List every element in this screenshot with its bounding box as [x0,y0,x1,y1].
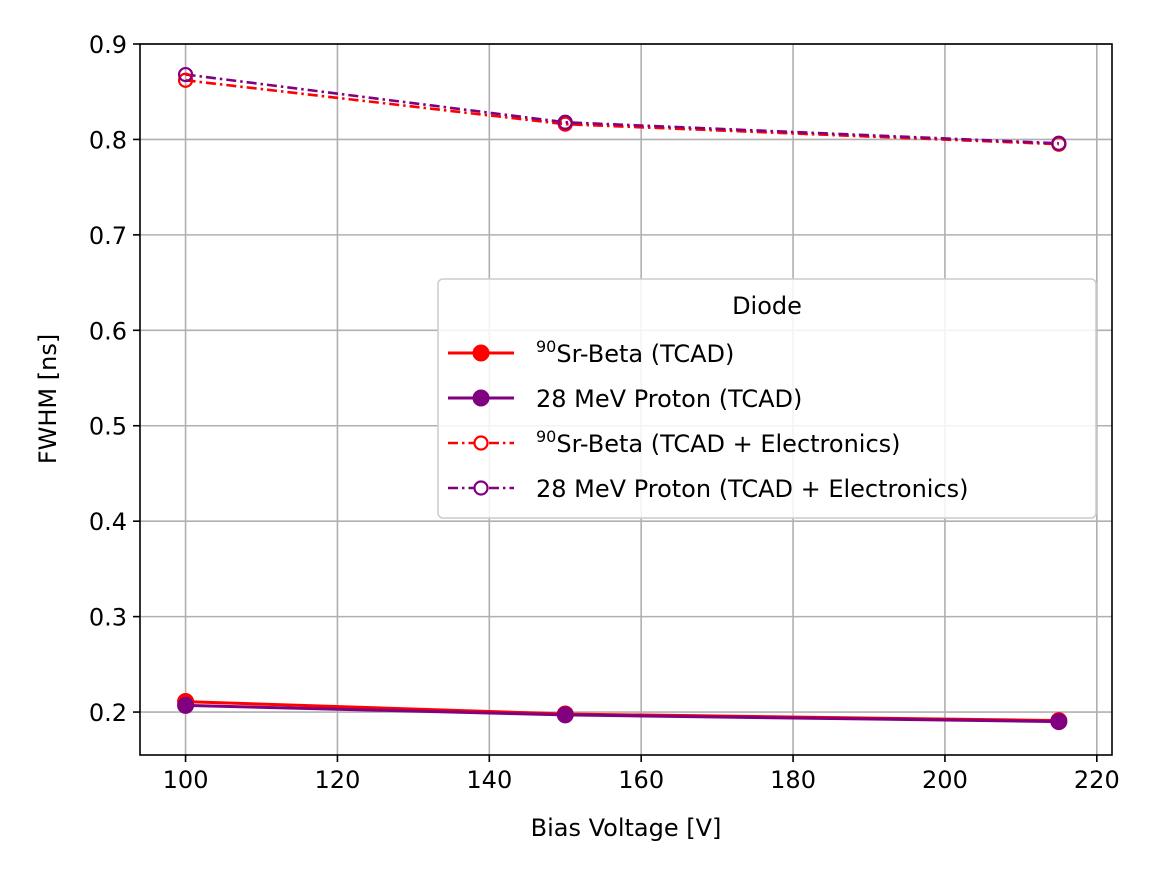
legend-entry-superscript: 90 [536,337,556,356]
data-point [177,696,195,714]
legend-entry-label: 90Sr-Beta (TCAD) [536,337,734,368]
legend-marker-swatch [472,344,490,362]
legend-entries: 90Sr-Beta (TCAD)28 MeV Proton (TCAD)90Sr… [448,337,969,503]
y-tick-label: 0.5 [89,413,127,441]
data-point [1050,713,1068,731]
legend-entry-text: Sr-Beta (TCAD + Electronics) [556,430,900,458]
x-tick-label: 200 [922,766,968,794]
y-tick-label: 0.9 [89,31,127,59]
legend-entry-text: Sr-Beta (TCAD) [556,340,734,368]
series-line-4 [185,73,1059,145]
x-tick-label: 140 [466,766,512,794]
y-tick-label: 0.8 [89,126,127,154]
y-tick-label: 0.6 [89,317,127,345]
x-tick-label: 180 [770,766,816,794]
x-tick-label: 100 [163,766,209,794]
y-axis-ticks: 0.2 0.3 0.4 0.5 0.6 0.7 0.8 0.9 [89,31,140,727]
legend-marker-swatch [473,435,489,451]
y-tick-label: 0.7 [89,222,127,250]
x-axis-label: Bias Voltage [V] [531,814,722,842]
legend-marker-swatch [472,389,490,407]
y-tick-label: 0.3 [89,604,127,632]
series-points [177,66,1068,731]
legend: Diode 90Sr-Beta (TCAD)28 MeV Proton (TCA… [437,278,1097,519]
legend-entry-label: 28 MeV Proton (TCAD) [536,385,802,413]
legend-entry-superscript: 90 [536,427,556,446]
data-point [177,66,194,83]
legend-title: Diode [732,292,802,320]
legend-entry-label: 28 MeV Proton (TCAD + Electronics) [536,475,969,503]
legend-entry-label: 90Sr-Beta (TCAD + Electronics) [536,427,901,458]
x-axis-ticks: 100 120 140 160 180 200 220 [163,755,1120,794]
data-point [177,72,194,88]
legend-box [437,278,1097,519]
y-tick-label: 0.4 [89,508,127,536]
data-point [557,114,573,130]
data-point [556,706,574,724]
legend-marker-swatch [473,480,489,496]
data-point [1051,135,1067,151]
x-tick-label: 160 [618,766,664,794]
x-tick-label: 220 [1074,766,1120,794]
y-tick-label: 0.2 [89,699,127,727]
y-axis-label: FWHM [ns] [34,334,62,464]
plot-frame [139,43,1113,756]
x-tick-label: 120 [315,766,361,794]
